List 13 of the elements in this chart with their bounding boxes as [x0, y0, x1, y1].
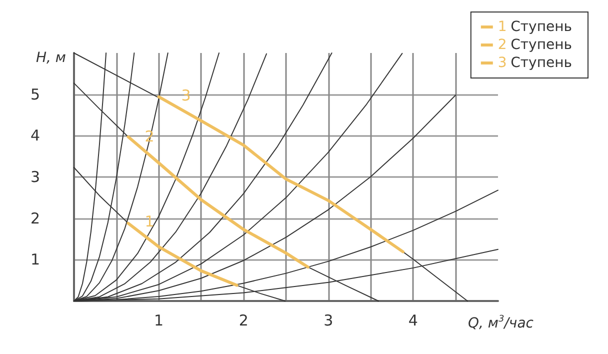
- y-tick-label: 4: [30, 126, 40, 145]
- y-axis-title: H, м: [36, 50, 66, 66]
- y-tick-label: 1: [30, 250, 40, 269]
- x-tick-label: 3: [324, 312, 334, 330]
- legend-label: 2 Ступень: [498, 37, 572, 53]
- x-tick-label: 2: [238, 312, 248, 330]
- x-tick-label: 1: [154, 312, 164, 330]
- legend-label: 3 Ступень: [498, 55, 572, 71]
- y-tick-label: 3: [30, 168, 40, 186]
- legend-label: 1 Ступень: [498, 19, 572, 35]
- x-tick-label: 4: [408, 312, 418, 330]
- y-tick-label: 5: [30, 85, 40, 104]
- y-tick-label: 2: [30, 209, 40, 228]
